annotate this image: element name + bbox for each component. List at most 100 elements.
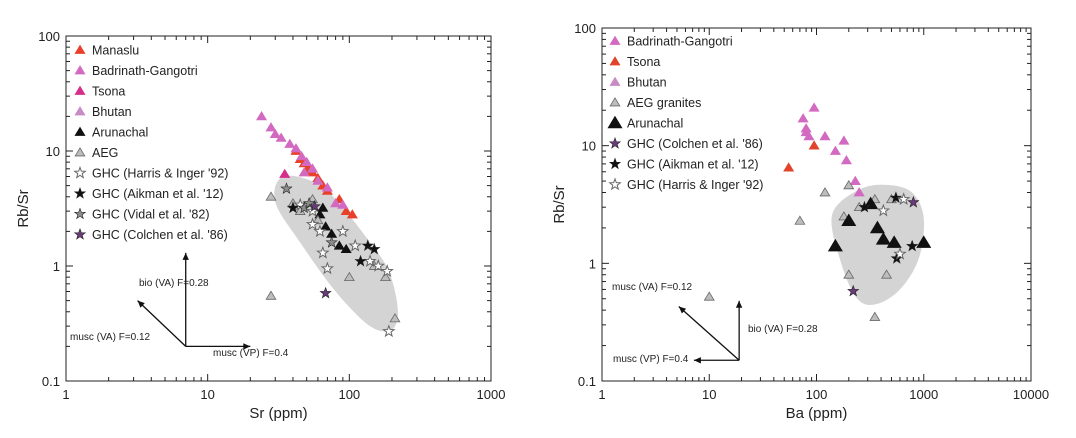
- legend-marker: [74, 65, 86, 75]
- data-point: [896, 192, 911, 206]
- vector-arrowhead: [735, 300, 743, 308]
- data-point: [382, 324, 396, 338]
- data-point: [886, 235, 902, 248]
- vector-arrowhead: [693, 357, 701, 364]
- legend-label: Arunachal: [627, 117, 683, 131]
- y-tick-label: 100: [38, 29, 60, 44]
- data-point: [808, 102, 820, 112]
- vector-label: musc (VP) F=0.4: [613, 354, 689, 365]
- series-aeg: [265, 191, 401, 323]
- x-tick-label: 1: [598, 387, 605, 402]
- vector-arrowhead: [182, 252, 189, 260]
- data-point: [354, 254, 367, 267]
- data-point: [265, 122, 277, 132]
- data-point: [307, 163, 319, 173]
- legend-label: Manaslu: [92, 44, 139, 58]
- series-ghc-aikman-et-al-12-: [286, 201, 381, 267]
- x-tick-label: 1000: [909, 387, 938, 402]
- x-axis-label: Sr (ppm): [249, 405, 307, 422]
- data-point: [305, 217, 320, 231]
- series-badrinath-gangotri: [255, 111, 349, 209]
- data-point: [302, 196, 316, 209]
- data-point: [907, 195, 920, 208]
- data-point: [847, 284, 860, 297]
- data-point: [279, 168, 291, 178]
- data-point: [265, 290, 277, 300]
- data-point: [301, 156, 313, 166]
- legend-label: GHC (Aikman et al. '12): [627, 158, 759, 172]
- data-point: [312, 214, 324, 225]
- data-point: [819, 187, 831, 197]
- data-point: [368, 242, 381, 255]
- data-point: [827, 238, 843, 252]
- legend: Badrinath-Gangotri Tsona Bhutan AEG granite…: [607, 35, 763, 192]
- legend-label: Bhutan: [92, 105, 132, 119]
- legend-marker: [73, 207, 87, 220]
- data-point: [346, 209, 358, 219]
- data-point: [389, 313, 401, 323]
- x-tick-label: 10: [200, 387, 214, 402]
- data-point: [794, 215, 806, 225]
- data-point: [269, 128, 281, 139]
- data-point: [853, 187, 865, 197]
- legend-label: Badrinath-Gangotri: [627, 35, 733, 49]
- data-point: [819, 130, 831, 141]
- data-point: [340, 243, 352, 254]
- data-point: [298, 167, 310, 177]
- legend-label: GHC (Colchen et al. '86): [627, 137, 763, 151]
- data-point: [858, 200, 871, 213]
- data-point: [703, 291, 715, 301]
- legend-label: Tsona: [92, 85, 125, 99]
- data-point: [875, 232, 891, 245]
- x-tick-label: 10000: [1013, 387, 1049, 402]
- data-point: [337, 199, 349, 209]
- vector-arrowhead: [137, 300, 145, 308]
- data-point: [829, 145, 841, 155]
- x-axis-label: Ba (ppm): [786, 405, 848, 422]
- data-point: [843, 179, 855, 190]
- data-point: [893, 246, 907, 260]
- vector-line: [137, 300, 187, 347]
- x-tick-label: 1000: [477, 387, 506, 402]
- legend-label: Bhutan: [627, 76, 667, 90]
- data-point: [265, 191, 277, 201]
- x-tick-label: 1: [62, 387, 69, 402]
- data-point: [838, 135, 850, 145]
- legend-marker: [607, 115, 623, 129]
- legend-marker: [74, 147, 86, 157]
- legend-marker: [74, 85, 86, 95]
- data-point: [361, 239, 374, 251]
- data-point: [869, 220, 885, 234]
- series-ghc-vidal-et-al-82-: [280, 182, 338, 248]
- data-point: [797, 113, 809, 123]
- data-point: [849, 175, 861, 185]
- legend-label: GHC (Vidal et al. '82): [92, 208, 209, 222]
- data-point: [379, 271, 392, 281]
- legend-label: AEG granites: [627, 96, 701, 110]
- y-tick-label: 100: [574, 21, 596, 36]
- series-ghc-harris-inger-92-: [876, 192, 911, 260]
- legend-label: Arunachal: [92, 126, 148, 140]
- data-point: [916, 235, 932, 248]
- series-badrinath-gangotri: [797, 102, 865, 197]
- data-point: [330, 198, 342, 208]
- legend-marker: [73, 187, 87, 199]
- y-tick-label: 10: [46, 144, 60, 159]
- data-point: [312, 175, 324, 185]
- data-point: [320, 221, 332, 231]
- data-point: [317, 202, 329, 212]
- vector-label: musc (VA) F=0.12: [70, 332, 151, 343]
- data-point: [333, 240, 345, 250]
- data-point: [320, 261, 335, 275]
- legend-marker: [609, 35, 621, 45]
- data-point: [869, 311, 881, 321]
- data-point: [840, 154, 852, 165]
- legend-marker: [608, 137, 622, 149]
- legend-label: GHC (Colchen et al. '86): [92, 228, 228, 242]
- legend-label: GHC (Harris & Inger '92): [627, 178, 763, 192]
- data-point: [321, 182, 333, 192]
- data-point: [881, 269, 893, 279]
- data-point: [316, 245, 330, 259]
